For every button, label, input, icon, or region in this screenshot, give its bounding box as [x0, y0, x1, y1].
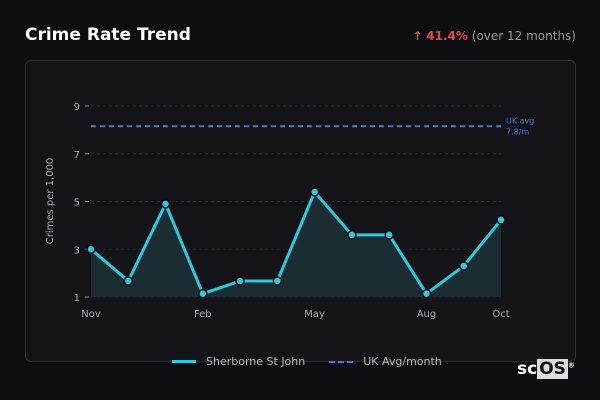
- y-tick-label: 9: [74, 102, 80, 113]
- legend: Sherborne St John UK Avg/month: [172, 355, 442, 368]
- data-point: [496, 215, 506, 225]
- uk-avg-value: 7.8/m: [506, 127, 529, 136]
- data-point: [347, 230, 357, 240]
- legend-label-uk-avg: UK Avg/month: [363, 355, 442, 368]
- change-indicator: ↑ 41.4% (over 12 months): [412, 29, 576, 43]
- chart-card: [25, 60, 576, 362]
- y-tick-label: 5: [74, 198, 80, 209]
- up-arrow-icon: ↑: [412, 29, 423, 43]
- series-line: [90, 190, 503, 296]
- x-tick-label: Nov: [81, 309, 101, 320]
- legend-label-series: Sherborne St John: [206, 355, 306, 368]
- data-point: [123, 276, 134, 286]
- y-tick-label: 3: [74, 245, 80, 256]
- data-point: [384, 230, 394, 240]
- data-point: [235, 276, 245, 286]
- change-percent: 41.4%: [426, 29, 468, 43]
- x-tick-label: Aug: [417, 309, 437, 320]
- series-area: [91, 191, 501, 297]
- x-tick-label: Oct: [492, 309, 509, 320]
- data-point: [86, 244, 96, 254]
- data-point: [198, 288, 208, 299]
- y-axis-label: Crimes per 1,000: [45, 158, 56, 245]
- chart-title: Crime Rate Trend: [25, 25, 191, 45]
- data-point: [160, 199, 171, 209]
- data-point: [458, 261, 469, 271]
- data-point: [272, 276, 283, 286]
- data-point: [421, 288, 432, 299]
- legend-swatch-series: [172, 360, 196, 363]
- data-point: [309, 187, 320, 197]
- legend-swatch-uk-avg: [329, 360, 354, 363]
- scos-logo: sc OS ®: [517, 359, 575, 379]
- y-tick-label: 1: [74, 293, 80, 304]
- x-tick-label: Feb: [194, 309, 212, 320]
- uk-avg-label: UK avg: [506, 116, 534, 125]
- x-tick-label: May: [304, 309, 325, 320]
- change-period: (over 12 months): [471, 29, 576, 43]
- y-tick-label: 7: [74, 150, 80, 161]
